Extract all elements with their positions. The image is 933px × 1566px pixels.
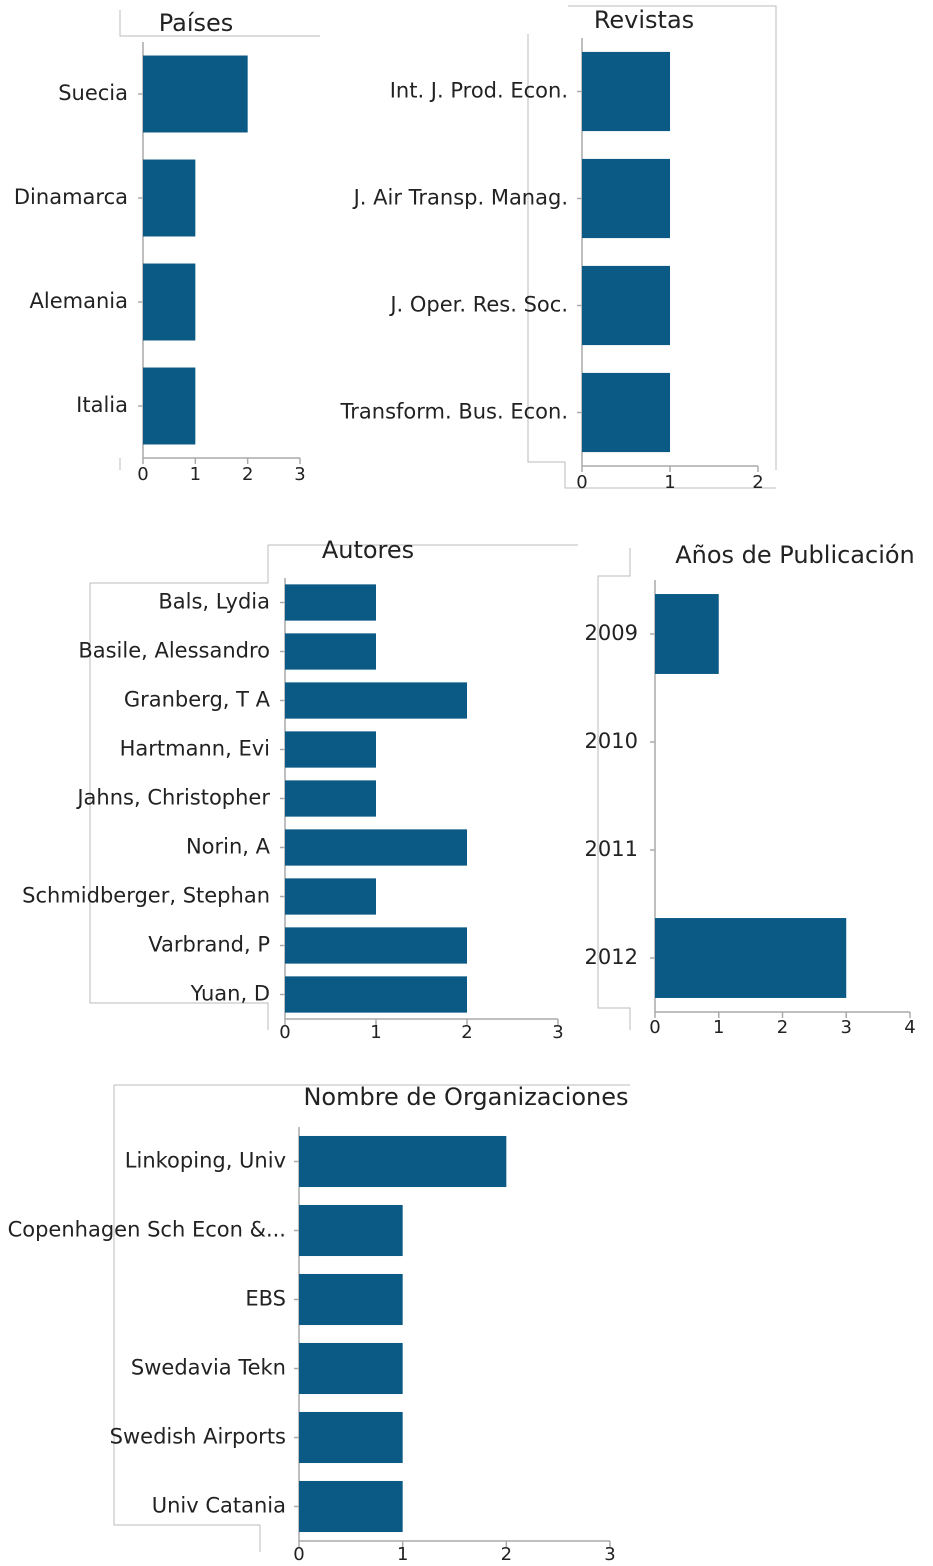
frame-decoration bbox=[89, 5, 777, 1552]
x-tick-label: 2 bbox=[777, 1017, 788, 1038]
frame bbox=[527, 34, 776, 489]
y-tick-label: Yuan, D bbox=[190, 982, 270, 1006]
bar bbox=[299, 1273, 403, 1326]
y-tick-label: J. Oper. Res. Soc. bbox=[388, 293, 568, 317]
bar bbox=[285, 927, 467, 964]
y-tick-label: J. Air Transp. Manag. bbox=[352, 186, 568, 210]
x-tick-label: 4 bbox=[904, 1017, 915, 1038]
bar bbox=[285, 780, 376, 817]
y-tick-label: Swedish Airports bbox=[110, 1425, 286, 1449]
bar bbox=[143, 263, 196, 341]
y-tick-label: 2010 bbox=[585, 729, 638, 753]
y-tick-label: Int. J. Prod. Econ. bbox=[390, 79, 568, 103]
bar bbox=[285, 878, 376, 915]
bar bbox=[582, 51, 670, 132]
bar bbox=[582, 158, 670, 239]
bar bbox=[582, 265, 670, 346]
x-tick-label: 1 bbox=[397, 1544, 408, 1565]
x-tick-label: 0 bbox=[649, 1017, 660, 1038]
x-tick-label: 0 bbox=[576, 472, 587, 493]
y-tick-label: Bals, Lydia bbox=[158, 590, 270, 614]
x-tick-label: 2 bbox=[752, 472, 763, 493]
x-tick-label: 3 bbox=[841, 1017, 852, 1038]
bar bbox=[299, 1342, 403, 1395]
x-tick-label: 0 bbox=[293, 1544, 304, 1565]
bar bbox=[299, 1411, 403, 1464]
bar bbox=[143, 159, 196, 237]
bar bbox=[285, 584, 376, 621]
bar bbox=[285, 976, 467, 1013]
bar bbox=[655, 594, 719, 674]
y-tick-label: Jahns, Christopher bbox=[75, 786, 270, 810]
y-tick-label: Copenhagen Sch Econ &... bbox=[8, 1218, 286, 1242]
chart-title: Nombre de Organizaciones bbox=[303, 1083, 628, 1111]
bar bbox=[299, 1480, 403, 1533]
y-tick-label: Norin, A bbox=[186, 835, 271, 859]
chart-title: Países bbox=[159, 9, 234, 37]
x-tick-label: 3 bbox=[294, 464, 305, 485]
bar bbox=[285, 682, 467, 719]
x-tick-label: 2 bbox=[242, 464, 253, 485]
x-tick-label: 1 bbox=[370, 1022, 381, 1043]
chart-title: Revistas bbox=[594, 6, 694, 34]
bar bbox=[285, 633, 376, 670]
x-tick-label: 2 bbox=[501, 1544, 512, 1565]
y-tick-label: Transform. Bus. Econ. bbox=[340, 400, 568, 424]
bar bbox=[285, 731, 376, 768]
x-tick-label: 3 bbox=[604, 1544, 615, 1565]
frame bbox=[113, 1085, 261, 1552]
frame bbox=[89, 545, 269, 1030]
bar bbox=[299, 1204, 403, 1257]
bar bbox=[655, 918, 847, 998]
x-tick-label: 1 bbox=[190, 464, 201, 485]
y-tick-label: Dinamarca bbox=[14, 185, 128, 209]
y-tick-label: Hartmann, Evi bbox=[120, 737, 270, 761]
x-tick-label: 3 bbox=[552, 1022, 563, 1043]
y-tick-label: Linkoping, Univ bbox=[125, 1149, 286, 1173]
y-tick-label: Schmidberger, Stephan bbox=[22, 884, 270, 908]
bar bbox=[582, 372, 670, 453]
frame bbox=[597, 548, 631, 1030]
frame bbox=[568, 5, 777, 470]
y-tick-label: 2009 bbox=[585, 621, 638, 645]
x-tick-label: 1 bbox=[664, 472, 675, 493]
y-tick-label: Alemania bbox=[30, 289, 128, 313]
y-tick-label: Varbrand, P bbox=[148, 933, 270, 957]
chart-title: Años de Publicación bbox=[675, 541, 915, 569]
x-tick-label: 1 bbox=[713, 1017, 724, 1038]
bar bbox=[285, 829, 467, 866]
bar bbox=[143, 55, 248, 133]
x-tick-label: 0 bbox=[137, 464, 148, 485]
y-tick-label: Suecia bbox=[58, 81, 128, 105]
bar bbox=[299, 1135, 507, 1188]
y-tick-label: Swedavia Tekn bbox=[131, 1356, 286, 1380]
y-tick-label: 2012 bbox=[585, 945, 638, 969]
y-tick-label: Granberg, T A bbox=[124, 688, 271, 712]
x-tick-label: 0 bbox=[279, 1022, 290, 1043]
y-tick-label: Basile, Alessandro bbox=[78, 639, 270, 663]
y-tick-label: Univ Catania bbox=[152, 1494, 286, 1518]
frame bbox=[119, 10, 320, 37]
chart-title: Autores bbox=[322, 536, 414, 564]
bar bbox=[143, 367, 196, 445]
y-tick-label: EBS bbox=[245, 1287, 286, 1311]
y-tick-label: Italia bbox=[76, 393, 128, 417]
y-tick-label: 2011 bbox=[585, 837, 638, 861]
x-tick-label: 2 bbox=[461, 1022, 472, 1043]
